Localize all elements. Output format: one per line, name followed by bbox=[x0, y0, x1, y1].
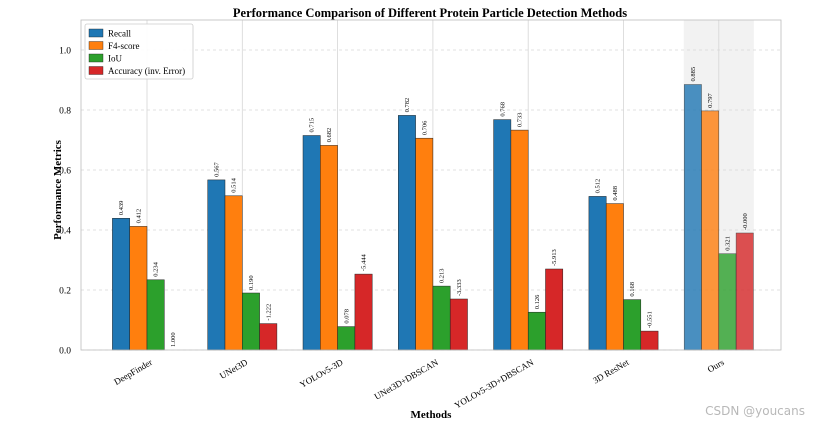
x-axis: DeepFinder UNet3D YOLOv5-3D UNet3D+DBSCAN YO… bbox=[112, 357, 726, 411]
bar bbox=[605, 203, 624, 351]
value-label: 0.078 bbox=[343, 309, 350, 324]
plot-frame bbox=[80, 19, 782, 351]
value-label: -0.000 bbox=[742, 213, 749, 230]
bar bbox=[242, 292, 260, 351]
bar bbox=[302, 135, 321, 351]
bar bbox=[493, 119, 512, 351]
legend: Recall F4-score IoU Accuracy (inv. Error) bbox=[84, 23, 194, 80]
legend-swatch bbox=[88, 28, 104, 38]
value-label: 0.782 bbox=[404, 98, 411, 113]
value-label: 0.439 bbox=[118, 201, 125, 216]
legend-label: F4-score bbox=[108, 41, 140, 51]
bar bbox=[623, 299, 642, 351]
bar bbox=[129, 226, 148, 351]
x-tick-label: Ours bbox=[706, 357, 727, 375]
legend-label: Accuracy (inv. Error) bbox=[108, 66, 185, 76]
value-label: -5.913 bbox=[551, 249, 558, 266]
value-label: 0.706 bbox=[421, 120, 428, 135]
value-label: 0.488 bbox=[612, 186, 619, 201]
y-tick-label: 0.8 bbox=[59, 107, 71, 117]
value-label: 0.168 bbox=[629, 282, 636, 297]
legend-swatch bbox=[88, 41, 104, 50]
x-tick-label: UNet3D+DBSCAN bbox=[372, 357, 440, 402]
y-axis: 0.0 0.2 0.4 0.6 0.8 1.0 bbox=[59, 47, 71, 357]
bar bbox=[224, 195, 243, 351]
value-label: -5.444 bbox=[361, 254, 368, 272]
bar bbox=[259, 323, 278, 351]
y-axis-label: Performance Metrics bbox=[52, 139, 64, 240]
x-tick-label: DeepFinder bbox=[112, 357, 154, 387]
watermark: CSDN @youcans bbox=[705, 404, 805, 418]
chart-title: Performance Comparison of Different Prot… bbox=[233, 6, 627, 20]
value-label: -1.222 bbox=[265, 304, 272, 321]
value-label: 0.412 bbox=[135, 209, 142, 224]
bar bbox=[588, 196, 607, 351]
bar bbox=[640, 330, 659, 351]
bar bbox=[320, 145, 338, 351]
value-label: -3.333 bbox=[456, 279, 463, 296]
bar bbox=[527, 311, 546, 351]
bar bbox=[432, 285, 451, 351]
bar bbox=[718, 253, 737, 351]
y-tick-label: 0.4 bbox=[59, 227, 71, 237]
x-axis-label: Methods bbox=[411, 409, 453, 421]
value-labels: 0.439 0.567 0.715 0.782 0.768 0.512 0.885 0.412… bbox=[118, 67, 749, 347]
bar bbox=[449, 298, 468, 351]
bar bbox=[146, 279, 165, 351]
bars bbox=[112, 84, 754, 351]
value-label: 0.126 bbox=[534, 294, 541, 309]
bar bbox=[207, 179, 226, 351]
value-label: 0.885 bbox=[690, 67, 697, 82]
bar bbox=[735, 232, 754, 351]
bar bbox=[683, 84, 702, 351]
value-label: 0.512 bbox=[595, 179, 602, 194]
x-tick-label: YOLOv5-3D bbox=[298, 357, 345, 390]
y-tick-label: 0.0 bbox=[59, 347, 71, 357]
bar bbox=[701, 110, 720, 351]
value-label: 0.768 bbox=[499, 102, 506, 117]
legend-box bbox=[84, 23, 194, 80]
value-label: -0.551 bbox=[646, 311, 653, 328]
value-label: 0.567 bbox=[213, 162, 220, 177]
y-tick-label: 0.2 bbox=[59, 287, 71, 297]
value-label: 0.797 bbox=[707, 93, 714, 108]
bar bbox=[112, 218, 130, 351]
value-label: 0.514 bbox=[231, 177, 238, 192]
bar bbox=[398, 115, 416, 351]
value-label: 0.234 bbox=[153, 261, 160, 276]
value-label: 0.715 bbox=[309, 118, 316, 133]
value-label: 0.321 bbox=[724, 236, 731, 251]
bar bbox=[337, 326, 356, 351]
value-label: 1.000 bbox=[170, 332, 177, 347]
x-tick-label: YOLOv5-3D+DBSCAN bbox=[453, 357, 536, 411]
bar bbox=[354, 273, 373, 351]
x-tick-label: UNet3D bbox=[218, 357, 250, 381]
value-label: 0.190 bbox=[248, 275, 255, 290]
value-label: 0.682 bbox=[326, 128, 333, 143]
legend-label: IoU bbox=[108, 54, 122, 64]
bar bbox=[510, 129, 529, 351]
bar bbox=[415, 137, 434, 351]
value-label: 0.213 bbox=[439, 268, 446, 283]
legend-swatch bbox=[88, 66, 104, 75]
y-tick-label: 0.6 bbox=[59, 167, 71, 177]
value-label: 0.733 bbox=[517, 112, 524, 127]
bar bbox=[545, 268, 564, 351]
legend-label: Recall bbox=[108, 29, 131, 39]
y-tick-label: 1.0 bbox=[59, 47, 71, 57]
x-tick-label: 3D ResNet bbox=[591, 357, 631, 386]
legend-swatch bbox=[88, 53, 104, 63]
